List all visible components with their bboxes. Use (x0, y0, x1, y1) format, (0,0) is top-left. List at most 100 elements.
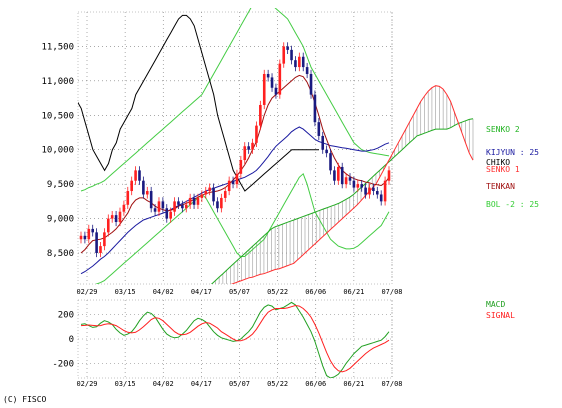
candle-body (196, 197, 200, 205)
candle-body (352, 180, 356, 188)
candle-body (192, 197, 196, 205)
legend-entry: TENKAN (486, 182, 515, 191)
macd-legend-entry: SIGNAL (486, 311, 515, 320)
bollinger-lower-line (95, 172, 390, 284)
chiko-line (78, 14, 319, 192)
candle-body (255, 125, 258, 143)
date-tick-label: 04/02 (153, 288, 174, 296)
macd-line (80, 301, 390, 378)
candle-body (200, 194, 204, 198)
candle-body (340, 166, 344, 185)
bollinger-upper-line (80, 8, 390, 192)
macd-date-tick-label: 04/17 (191, 380, 212, 388)
candle-body (138, 170, 141, 181)
candle-body (329, 153, 332, 171)
candle-body (181, 204, 184, 209)
tenkan-line (80, 74, 390, 254)
legend-entry: CHIKO (486, 158, 510, 167)
candle-body (184, 204, 188, 209)
candle-body (157, 201, 161, 212)
candle-body (321, 135, 325, 150)
candle-body (177, 201, 180, 205)
grid-lines (77, 11, 393, 379)
candle-body (247, 146, 250, 150)
price-tick-label: 8,500 (47, 249, 74, 259)
candle-body (161, 201, 165, 209)
candle-body (235, 173, 239, 185)
candle-body (360, 184, 364, 188)
candle-body (372, 187, 375, 192)
candle-body (130, 180, 133, 192)
candle-body (223, 191, 227, 198)
candle-body (239, 160, 243, 174)
date-tick-label: 06/06 (305, 288, 326, 296)
candle-body (337, 166, 340, 181)
date-tick-label: 07/08 (381, 288, 402, 296)
indicator-lines (78, 8, 474, 284)
macd-tick-label: 200 (58, 311, 74, 321)
price-tick-label: 9,000 (47, 215, 74, 225)
candle-body (356, 184, 360, 188)
candle-body (387, 170, 391, 181)
candle-body (348, 177, 352, 181)
macd-date-tick-label: 02/29 (76, 380, 97, 388)
macd-date-tick-label: 06/06 (305, 380, 326, 388)
candle-body (169, 211, 172, 219)
macd-date-tick-label: 04/02 (153, 380, 174, 388)
candle-body (364, 187, 367, 195)
candle-body (333, 170, 336, 181)
candle-body (95, 232, 98, 254)
macd-date-tick-label: 05/22 (267, 380, 288, 388)
candle-body (106, 218, 110, 233)
date-tick-label: 05/22 (267, 288, 288, 296)
candle-body (114, 215, 118, 223)
legend-entry: SENKO 1 (486, 165, 520, 174)
candle-body (298, 56, 301, 68)
candle-body (313, 94, 317, 123)
candle-body (126, 191, 130, 205)
candle-body (274, 87, 278, 95)
price-tick-label: 10,000 (41, 146, 74, 156)
candle-body (301, 56, 305, 68)
candle-body (376, 191, 379, 195)
candle-body (83, 235, 87, 240)
candle-body (383, 180, 387, 202)
candle-body (220, 197, 223, 209)
candle-body (110, 215, 114, 219)
date-tick-label: 03/15 (115, 288, 136, 296)
candle-body (87, 228, 91, 240)
candle-body (79, 235, 83, 240)
candle-body (379, 194, 383, 202)
candle-body (91, 228, 94, 233)
macd-date-tick-label: 06/21 (343, 380, 364, 388)
candle-body (142, 180, 145, 195)
price-tick-label: 11,000 (41, 77, 74, 87)
candle-body (204, 191, 208, 195)
date-tick-label: 06/21 (343, 288, 364, 296)
candle-body (216, 201, 219, 209)
candle-body (134, 170, 137, 181)
copyright-text: (C) FISCO (3, 395, 47, 404)
candle-body (188, 197, 192, 205)
candle-body (212, 187, 215, 202)
candle-body (145, 191, 149, 195)
candle-body (259, 104, 262, 126)
candle-body (227, 180, 231, 192)
kijun-line (80, 126, 390, 275)
candle-body (309, 73, 313, 95)
candle-body (305, 67, 309, 74)
macd-date-tick-label: 07/08 (381, 380, 402, 388)
axis-labels: 8,500 9,000 9,500 10,000 10,500 11,000 11,500 0… (41, 42, 402, 388)
candle-body (251, 142, 254, 150)
candle-body (278, 63, 282, 95)
candle-body (286, 46, 289, 50)
candle-body (103, 232, 106, 247)
macd-legend-entry: MACD (486, 300, 505, 309)
date-tick-label: 05/07 (229, 288, 250, 296)
candle-body (262, 73, 266, 105)
legend-entry: SENKO 2 (486, 125, 520, 134)
candle-body (294, 60, 297, 68)
candlesticks (79, 42, 391, 258)
candle-body (149, 191, 153, 209)
